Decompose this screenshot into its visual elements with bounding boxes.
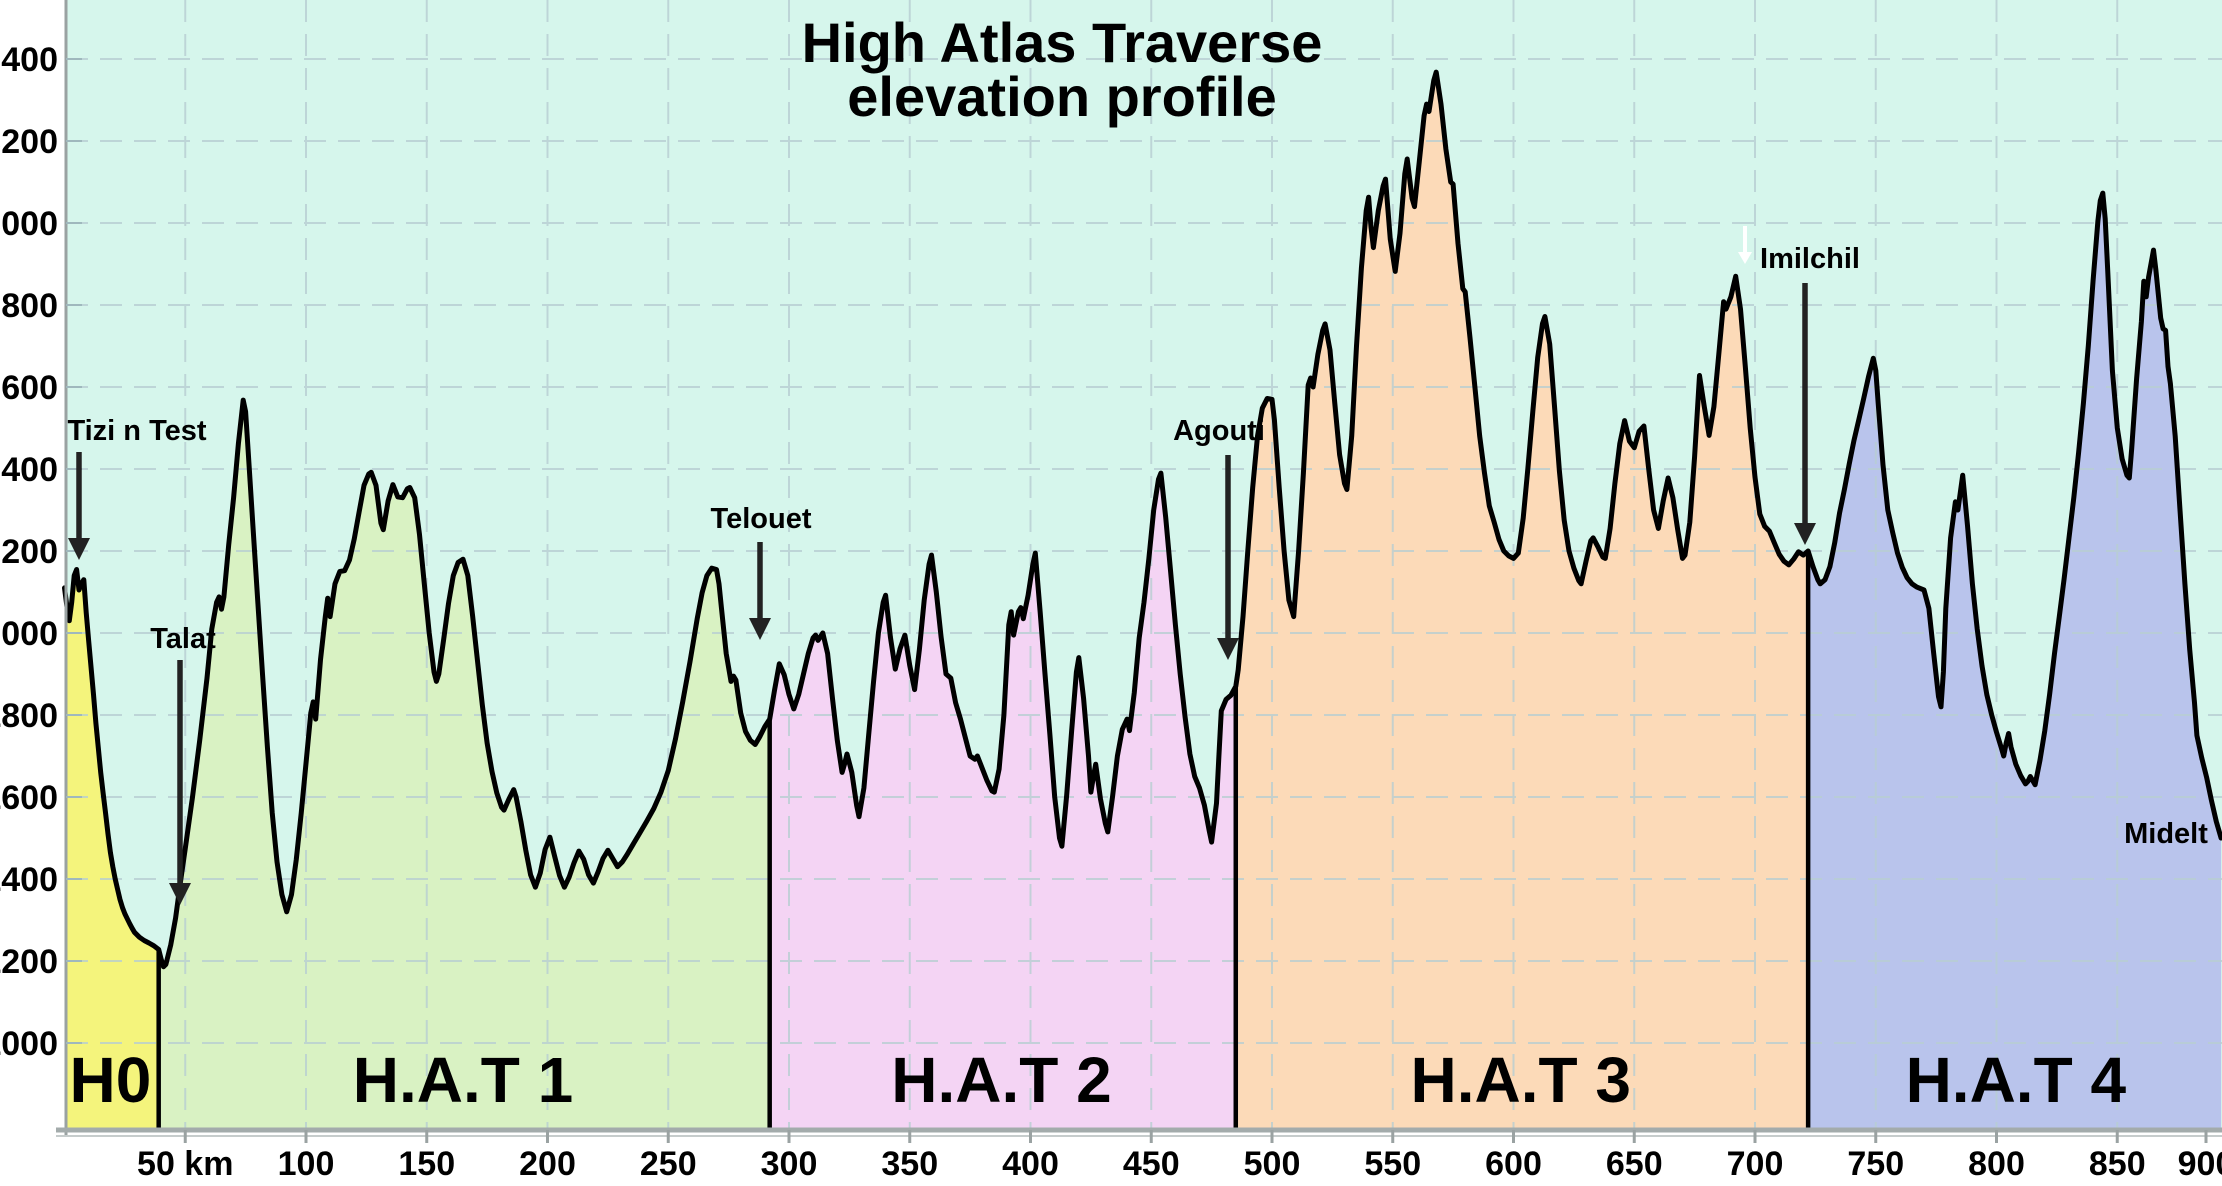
x-tick-label: 200 <box>519 1145 576 1183</box>
y-tick-labels: 1000 1200 1400 1600 1800 2000 2200 2400 2600 2800… <box>0 41 58 1063</box>
section-label-hat3: H.A.T 3 <box>1411 1044 1631 1116</box>
chart-title-line2: elevation profile <box>847 65 1276 128</box>
y-tick-label: 1600 <box>0 779 58 817</box>
x-tick-label: 750 <box>1847 1145 1904 1183</box>
y-tick-label: 1200 <box>0 943 58 981</box>
section-fill-hat2 <box>769 473 1236 1131</box>
x-tick-label: 100 <box>278 1145 335 1183</box>
section-label-hat2: H.A.T 2 <box>891 1044 1111 1116</box>
chart-title-line1: High Atlas Traverse <box>802 11 1323 74</box>
section-label-h0: H0 <box>69 1044 151 1116</box>
annotation-arrowhead-telouet <box>749 618 771 640</box>
y-tick-label: 2000 <box>0 615 58 653</box>
x-tick-label: 350 <box>881 1145 938 1183</box>
section-fill-h0 <box>64 569 159 1130</box>
profile-line <box>62 69 2222 970</box>
annotation-label-midelt: Midelt <box>2124 818 2208 850</box>
x-tick-labels: 50 km 100 150 200 250 300 350 400 450 500 550 600 65… <box>137 1145 2222 1183</box>
y-tick-label: 2800 <box>0 287 58 325</box>
annotation-arrowhead-talat <box>169 883 191 905</box>
section-label-hat1: H.A.T 1 <box>353 1044 573 1116</box>
section-labels: H0 H.A.T 1 H.A.T 2 H.A.T 3 H.A.T 4 <box>69 1044 2126 1116</box>
x-tick-label: 900 <box>2178 1145 2222 1183</box>
x-tick-label: 250 <box>640 1145 697 1183</box>
y-tick-label: 2400 <box>0 451 58 489</box>
annotation-arrowhead-imilchil <box>1794 523 1816 545</box>
y-tick-label: 2200 <box>0 533 58 571</box>
x-tick-label: 500 <box>1244 1145 1301 1183</box>
axis-ticks <box>66 58 2208 1143</box>
y-tick-label: 3400 <box>0 41 58 79</box>
x-tick-label: 50 km <box>137 1145 233 1183</box>
annotation-label-agouti: Agouti <box>1173 415 1265 447</box>
x-tick-label: 650 <box>1606 1145 1663 1183</box>
y-tick-label: 1800 <box>0 697 58 735</box>
y-tick-label: 3200 <box>0 123 58 161</box>
annotation-arrowhead-tizi-n-test <box>68 538 90 560</box>
annotation-label-telouet: Telouet <box>711 503 812 535</box>
x-tick-label: 300 <box>761 1145 818 1183</box>
y-tick-label: 3000 <box>0 205 58 243</box>
x-tick-label: 550 <box>1364 1145 1421 1183</box>
x-tick-label: 400 <box>1002 1145 1059 1183</box>
x-tick-label: 800 <box>1968 1145 2025 1183</box>
annotations: Tizi n Test Talat Telouet Agouti Imilchil Mid… <box>67 243 2208 905</box>
annotation-label-talat: Talat <box>150 623 216 655</box>
annotation-label-tizi-n-test: Tizi n Test <box>67 415 206 447</box>
annotation-label-imilchil: Imilchil <box>1760 243 1860 275</box>
section-fill-hat3 <box>1235 72 1809 1131</box>
y-tick-label: 1000 <box>0 1025 58 1063</box>
section-label-hat4: H.A.T 4 <box>1906 1044 2127 1116</box>
x-tick-label: 450 <box>1123 1145 1180 1183</box>
x-tick-label: 150 <box>398 1145 455 1183</box>
gridlines <box>66 0 2222 1130</box>
x-tick-label: 700 <box>1727 1145 1784 1183</box>
section-boundaries <box>156 551 1811 1130</box>
summit-marker-arrowhead <box>1738 252 1752 264</box>
x-tick-label: 600 <box>1485 1145 1542 1183</box>
annotation-arrowhead-agouti <box>1217 638 1239 660</box>
x-tick-label: 850 <box>2089 1145 2146 1183</box>
y-tick-label: 2600 <box>0 369 58 407</box>
section-fill-hat1 <box>158 400 770 1131</box>
y-tick-label: 1400 <box>0 861 58 899</box>
